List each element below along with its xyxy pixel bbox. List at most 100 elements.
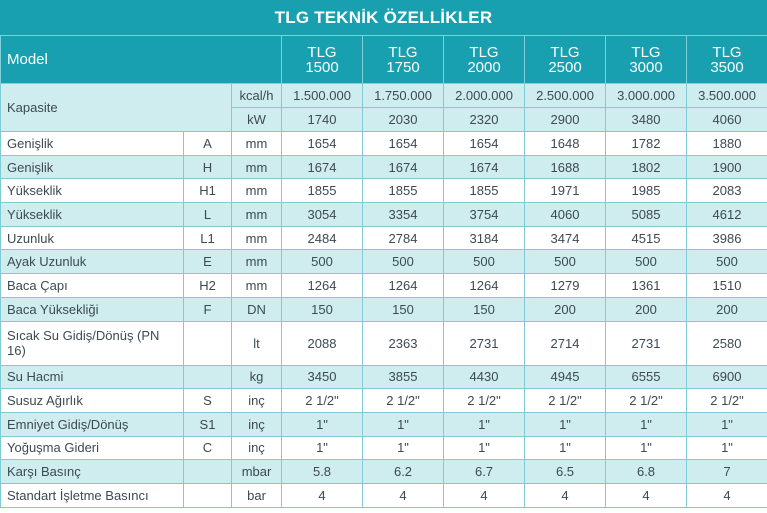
- value-cell: 4: [686, 482, 767, 508]
- row-label: Sıcak Su Gidiş/Dönüş (PN 16): [0, 320, 184, 366]
- value-cell: 6.2: [362, 459, 445, 484]
- row-label: Uzunluk: [0, 225, 184, 251]
- model-header-line1: TLG: [631, 43, 661, 61]
- value-cell: 1674: [281, 154, 364, 180]
- value-cell: 500: [686, 249, 767, 275]
- spec-row: Yükseklik H1 mm 1855 1855 1855 1971 1985 2083: [0, 178, 767, 204]
- value-cell: 4: [281, 482, 364, 508]
- model-header-line1: TLG: [469, 43, 499, 61]
- value-cell: 2.000.000: [443, 83, 526, 108]
- value-cell: 6.8: [605, 459, 688, 484]
- value-cell: 2320: [443, 107, 526, 132]
- value-cell: 150: [281, 296, 364, 322]
- value-cell: 1": [605, 411, 688, 437]
- dimension-code: L: [183, 202, 232, 227]
- value-cell: 2083: [686, 178, 767, 204]
- value-cell: 4060: [524, 202, 607, 227]
- dimension-code: L1: [183, 225, 232, 251]
- value-cell: 5.8: [281, 459, 364, 484]
- model-header: TLG 1750: [362, 35, 445, 84]
- model-header: TLG 1500: [281, 35, 364, 84]
- value-cell: 1.500.000: [281, 83, 364, 108]
- value-cell: 500: [281, 249, 364, 275]
- unit-cell: lt: [230, 320, 283, 366]
- row-label: Su Hacmi: [0, 364, 184, 390]
- value-cell: 4: [605, 482, 688, 508]
- spec-table: Model TLG 1500 TLG 1750 TLG 2000 TLG 2500 TL…: [0, 35, 767, 508]
- value-cell: 3450: [281, 364, 364, 390]
- value-cell: 3986: [686, 225, 767, 251]
- unit-cell: inç: [230, 388, 283, 413]
- value-cell: 200: [524, 296, 607, 322]
- unit-cell: kW: [230, 107, 283, 132]
- value-cell: 1264: [443, 273, 526, 298]
- unit-cell: bar: [230, 482, 283, 508]
- value-cell: 1": [686, 411, 767, 437]
- model-header-line1: TLG: [712, 43, 742, 61]
- table-title: TLG TEKNİK ÖZELLİKLER: [0, 0, 767, 35]
- spec-row: Baca Çapı H2 mm 1264 1264 1264 1279 1361 1510: [0, 273, 767, 298]
- model-header: TLG 2500: [524, 35, 607, 84]
- value-cell: 1674: [362, 154, 445, 180]
- value-cell: 4515: [605, 225, 688, 251]
- dimension-code: F: [183, 296, 232, 322]
- value-cell: 2030: [362, 107, 445, 132]
- value-cell: 1880: [686, 131, 767, 156]
- model-header: TLG 3000: [605, 35, 688, 84]
- value-cell: 1": [605, 435, 688, 461]
- value-cell: 1": [524, 411, 607, 437]
- dimension-code: [183, 459, 232, 484]
- value-cell: 4612: [686, 202, 767, 227]
- value-cell: 1": [362, 435, 445, 461]
- value-cell: 3474: [524, 225, 607, 251]
- row-label: Yükseklik: [0, 202, 184, 227]
- value-cell: 1264: [362, 273, 445, 298]
- value-cell: 1740: [281, 107, 364, 132]
- value-cell: 2714: [524, 320, 607, 366]
- row-label: Genişlik: [0, 131, 184, 156]
- value-cell: 2484: [281, 225, 364, 251]
- value-cell: 2.500.000: [524, 83, 607, 108]
- row-label: Karşı Basınç: [0, 459, 184, 484]
- unit-cell: inç: [230, 435, 283, 461]
- value-cell: 1900: [686, 154, 767, 180]
- dimension-code: H1: [183, 178, 232, 204]
- value-cell: 6.5: [524, 459, 607, 484]
- value-cell: 3855: [362, 364, 445, 390]
- value-cell: 1654: [281, 131, 364, 156]
- unit-cell: mm: [230, 249, 283, 275]
- value-cell: 3.000.000: [605, 83, 688, 108]
- value-cell: 1264: [281, 273, 364, 298]
- value-cell: 4: [524, 482, 607, 508]
- unit-cell: inç: [230, 411, 283, 437]
- value-cell: 1971: [524, 178, 607, 204]
- value-cell: 3754: [443, 202, 526, 227]
- value-cell: 1": [686, 435, 767, 461]
- value-cell: 2731: [605, 320, 688, 366]
- spec-row: Karşı Basınç mbar 5.8 6.2 6.7 6.5 6.8 7: [0, 459, 767, 484]
- unit-cell: mm: [230, 273, 283, 298]
- row-label: Emniyet Gidiş/Dönüş: [0, 411, 184, 437]
- unit-cell: mm: [230, 202, 283, 227]
- value-cell: 2 1/2": [443, 388, 526, 413]
- spec-row: Su Hacmi kg 3450 3855 4430 4945 6555 6900: [0, 364, 767, 390]
- value-cell: 150: [362, 296, 445, 322]
- value-cell: 1": [524, 435, 607, 461]
- value-cell: 1361: [605, 273, 688, 298]
- spec-table-body: Model TLG 1500 TLG 1750 TLG 2000 TLG 2500 TL…: [0, 35, 767, 508]
- model-header-line2: 2500: [548, 58, 582, 76]
- value-cell: 1654: [443, 131, 526, 156]
- value-cell: 1855: [281, 178, 364, 204]
- dimension-code: [183, 482, 232, 508]
- value-cell: 1": [443, 435, 526, 461]
- value-cell: 2 1/2": [362, 388, 445, 413]
- header-row: Model TLG 1500 TLG 1750 TLG 2000 TLG 2500 TL…: [0, 35, 767, 84]
- value-cell: 2 1/2": [605, 388, 688, 413]
- value-cell: 1855: [362, 178, 445, 204]
- value-cell: 1674: [443, 154, 526, 180]
- value-cell: 1985: [605, 178, 688, 204]
